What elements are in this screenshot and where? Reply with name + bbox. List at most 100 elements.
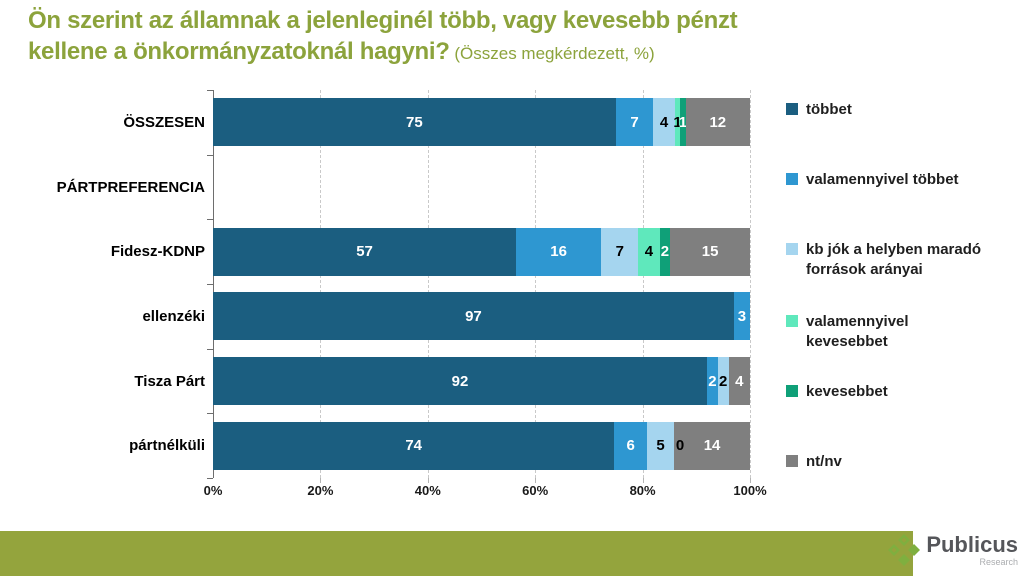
category-label: pártnélküli: [129, 437, 205, 455]
y-axis-tick-mark: [207, 348, 213, 350]
title-line-2: kellene a önkormányzatoknál hagyni? (Öss…: [28, 36, 998, 69]
legend-label: többet: [806, 100, 852, 120]
x-axis-label: 100%: [733, 483, 767, 498]
legend-label-line: kevesebbet: [806, 333, 888, 351]
publicus-logo: Publicus Research: [887, 533, 1018, 567]
bar-segment-label: 74: [405, 437, 423, 455]
legend-label-line: valamennyivel többet: [806, 171, 959, 188]
bar-segment-label: 12: [709, 113, 727, 131]
bar-segment: 4: [728, 357, 750, 406]
legend-item: kb jók a helyben maradó források arányai: [786, 240, 981, 281]
bar-segment: 7: [601, 227, 639, 276]
footer-bar: [0, 531, 913, 576]
title-line-1: Ön szerint az államnak a jelenleginél tö…: [28, 7, 738, 34]
chart-row: Tisza Párt 92 2 2 4: [20, 349, 750, 414]
bar-track: [213, 163, 750, 211]
category-label: PÁRTPREFERENCIA: [56, 178, 205, 196]
bar-segment: 3: [733, 292, 750, 341]
legend-item: többet: [786, 100, 852, 120]
x-axis-label: 0%: [203, 483, 223, 498]
bar-segment-label: 92: [451, 372, 469, 390]
bar-segment: 16: [516, 227, 602, 276]
bar-segment-label: 75: [406, 113, 423, 131]
legend-label: kevesebbet: [806, 382, 888, 402]
bar-segment: 7: [615, 98, 654, 147]
legend-swatch: [786, 173, 798, 185]
gridline: [750, 90, 751, 478]
x-axis-label: 20%: [307, 483, 334, 498]
bar-segment: 92: [213, 357, 708, 406]
y-axis-tick-mark: [207, 219, 213, 221]
chart-row: pártnélküli 74 6 5 0 14: [20, 413, 750, 478]
bar-segment-label: 1: [673, 113, 682, 131]
legend-label-line: kevesebbet: [806, 383, 888, 400]
bar-segment-label: 7: [630, 113, 639, 131]
category-label: ellenzéki: [142, 307, 205, 325]
chart-row: PÁRTPREFERENCIA: [20, 155, 750, 220]
bar-track: 75 7 4 1 1 12: [213, 98, 751, 147]
gridline: [535, 90, 537, 478]
stacked-bar: 74 6 5 0 14: [213, 421, 750, 470]
bar-segment: 74: [213, 421, 615, 470]
bar-track: 97 3: [213, 292, 750, 341]
y-axis-line: [213, 90, 214, 478]
x-axis-tick-mark: [642, 478, 644, 483]
x-axis-tick-mark: [320, 478, 322, 483]
bar-segment: 14: [674, 421, 750, 470]
bar-segment: 2: [659, 227, 671, 276]
x-axis-label: 60%: [522, 483, 549, 498]
category-label: Tisza Párt: [134, 372, 205, 390]
legend-label: valamennyivel többet: [806, 170, 959, 190]
x-axis-label: 40%: [414, 483, 441, 498]
bar-track: 92 2 2 4: [213, 357, 750, 406]
bar-segment-label: 4: [735, 372, 744, 390]
bar-segment-label: 1: [678, 113, 688, 131]
stacked-bar: 57 16 7 4 2 15: [213, 227, 750, 276]
gridline: [427, 90, 429, 478]
bar-track: 74 6 5 0 14: [213, 421, 750, 470]
bar-segment-label: 3: [737, 307, 747, 325]
chart-row: ÖSSZESEN 75 7 4 1 1 12: [20, 90, 751, 155]
legend: többet valamennyivel többet kb jók a helyb…: [786, 0, 1018, 520]
y-axis-tick-mark: [207, 413, 213, 415]
legend-label: valamennyivel kevesebbet: [806, 312, 909, 353]
x-axis-tick-mark: [750, 478, 751, 483]
bar-segment: 75: [213, 98, 616, 147]
y-axis-tick-mark: [207, 154, 213, 156]
bar-segment-label: 0: [675, 437, 685, 455]
category-label: ÖSSZESEN: [123, 113, 205, 131]
bar-segment-label: 7: [615, 243, 624, 261]
bar-segment-label: 4: [644, 243, 654, 261]
plot-area: [207, 90, 751, 483]
legend-label-line: források arányai: [806, 261, 923, 279]
bar-segment: 4: [653, 98, 675, 147]
x-axis-tick-mark: [535, 478, 537, 483]
brand-name: Publicus: [926, 531, 1018, 557]
bar-segment-label: 4: [659, 113, 669, 131]
legend-label: nt/nv: [806, 452, 842, 472]
bar-segment-label: 2: [660, 243, 670, 261]
page-title: Ön szerint az államnak a jelenleginél tö…: [28, 5, 998, 69]
legend-swatch: [786, 385, 798, 397]
bar-segment: 1: [673, 98, 682, 147]
legend-label: kb jók a helyben maradó források arányai: [806, 240, 981, 281]
legend-label-line: többet: [806, 101, 852, 118]
publicus-diamonds-icon: [888, 534, 921, 566]
bar-segment: 57: [213, 227, 517, 276]
bar-segment-label: 97: [465, 307, 482, 325]
stacked-bar: 92 2 2 4: [213, 357, 750, 406]
bar-rows: ÖSSZESEN 75 7 4 1 1 12 PÁRTPREFERENCIA Fidesz-KD…: [20, 90, 751, 478]
y-axis-tick-mark: [207, 478, 213, 479]
title-line-2-text: kellene a önkormányzatoknál hagyni?: [28, 38, 450, 65]
legend-swatch: [786, 315, 798, 327]
y-axis-tick-mark: [207, 90, 213, 91]
bar-segment-label: 2: [718, 372, 728, 390]
y-axis-tick-mark: [207, 284, 213, 285]
legend-item: kevesebbet: [786, 382, 888, 402]
x-axis: 0% 20% 40% 60% 80% 100%: [204, 483, 767, 501]
bar-track: 57 16 7 4 2 15: [213, 227, 750, 276]
chart-row: Fidesz-KDNP 57 16 7 4 2 15: [20, 219, 750, 284]
bar-segment-label: 6: [626, 437, 635, 455]
x-axis-tick-mark: [427, 478, 429, 483]
bar-segment: 4: [638, 227, 660, 276]
